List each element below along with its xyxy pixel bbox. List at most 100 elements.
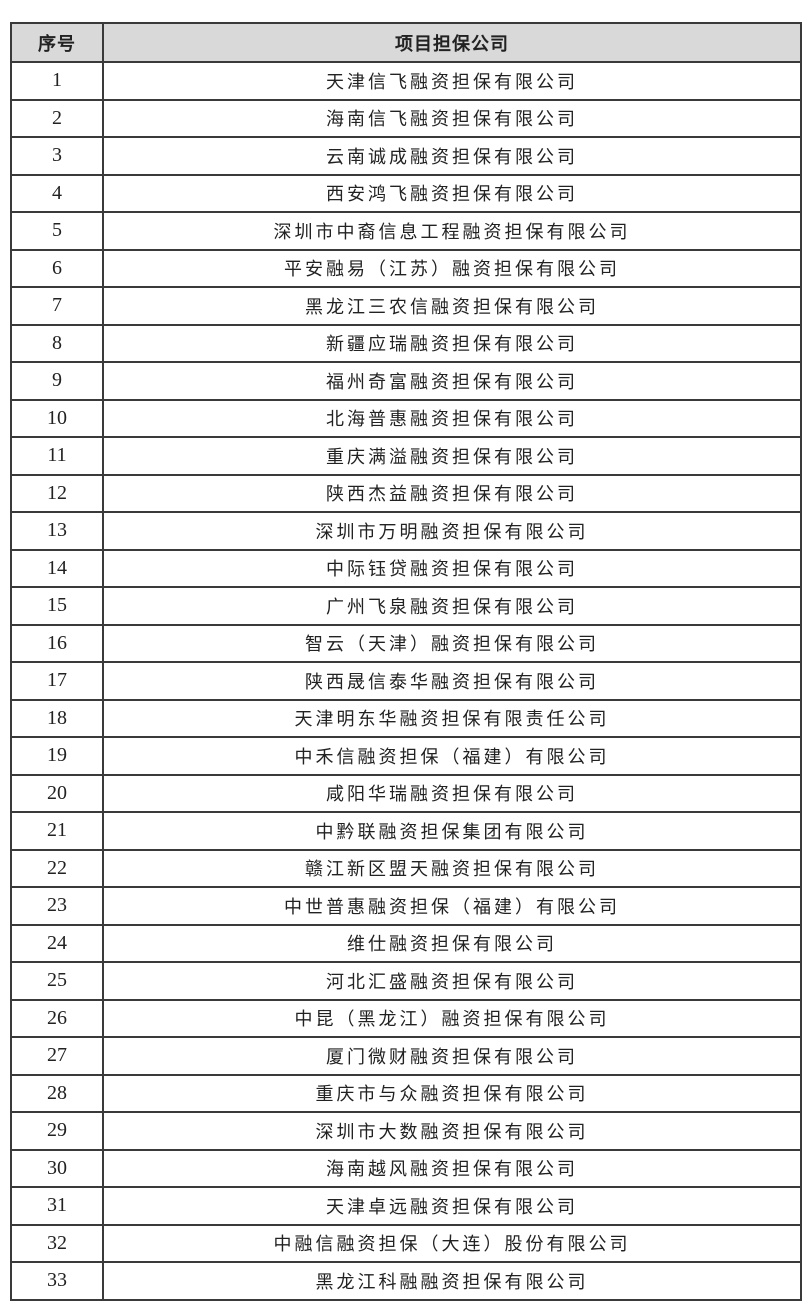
table-row: 15 广州飞泉融资担保有限公司 (10, 586, 802, 626)
row-index: 33 (10, 1261, 104, 1301)
table-row: 31 天津卓远融资担保有限公司 (10, 1186, 802, 1226)
company-name: 中黔联融资担保集团有限公司 (102, 811, 802, 851)
company-name: 北海普惠融资担保有限公司 (102, 398, 802, 438)
company-name: 新疆应瑞融资担保有限公司 (102, 323, 802, 363)
row-index: 16 (10, 623, 104, 663)
table-row: 28 重庆市与众融资担保有限公司 (10, 1073, 802, 1113)
table-row: 6 平安融易（江苏）融资担保有限公司 (10, 248, 802, 288)
row-index: 3 (10, 136, 104, 176)
table-row: 11 重庆满溢融资担保有限公司 (10, 436, 802, 476)
company-name: 深圳市大数融资担保有限公司 (102, 1111, 802, 1151)
row-index: 29 (10, 1111, 104, 1151)
table-row: 21 中黔联融资担保集团有限公司 (10, 811, 802, 851)
company-name: 黑龙江科融融资担保有限公司 (102, 1261, 802, 1301)
table-row: 22 赣江新区盟天融资担保有限公司 (10, 848, 802, 888)
company-name: 平安融易（江苏）融资担保有限公司 (102, 248, 802, 288)
company-name: 中世普惠融资担保（福建）有限公司 (102, 886, 802, 926)
company-name: 中昆（黑龙江）融资担保有限公司 (102, 998, 802, 1038)
company-name: 厦门微财融资担保有限公司 (102, 1036, 802, 1076)
row-index: 19 (10, 736, 104, 776)
row-index: 28 (10, 1073, 104, 1113)
company-name: 云南诚成融资担保有限公司 (102, 136, 802, 176)
company-name: 重庆市与众融资担保有限公司 (102, 1073, 802, 1113)
row-index: 11 (10, 436, 104, 476)
table-row: 27 厦门微财融资担保有限公司 (10, 1036, 802, 1076)
company-name: 中际钰贷融资担保有限公司 (102, 548, 802, 588)
row-index: 15 (10, 586, 104, 626)
company-name: 深圳市中裔信息工程融资担保有限公司 (102, 211, 802, 251)
table-row: 26 中昆（黑龙江）融资担保有限公司 (10, 998, 802, 1038)
header-row: 序号 项目担保公司 (10, 22, 802, 63)
table-row: 5 深圳市中裔信息工程融资担保有限公司 (10, 211, 802, 251)
company-name: 天津明东华融资担保有限责任公司 (102, 698, 802, 738)
company-name: 天津信飞融资担保有限公司 (102, 61, 802, 101)
table-row: 32 中融信融资担保（大连）股份有限公司 (10, 1223, 802, 1263)
table-row: 33 黑龙江科融融资担保有限公司 (10, 1261, 802, 1301)
row-index: 6 (10, 248, 104, 288)
row-index: 26 (10, 998, 104, 1038)
table-row: 13 深圳市万明融资担保有限公司 (10, 511, 802, 551)
company-name: 海南越风融资担保有限公司 (102, 1148, 802, 1188)
row-index: 25 (10, 961, 104, 1001)
row-index: 18 (10, 698, 104, 738)
table-row: 3 云南诚成融资担保有限公司 (10, 136, 802, 176)
row-index: 14 (10, 548, 104, 588)
company-name: 中禾信融资担保（福建）有限公司 (102, 736, 802, 776)
row-index: 10 (10, 398, 104, 438)
table-row: 24 维仕融资担保有限公司 (10, 923, 802, 963)
header-index: 序号 (10, 22, 104, 63)
company-name: 陕西晟信泰华融资担保有限公司 (102, 661, 802, 701)
company-name: 深圳市万明融资担保有限公司 (102, 511, 802, 551)
guarantee-company-table: 序号 项目担保公司 1 天津信飞融资担保有限公司 2 海南信飞融资担保有限公司 3 云南诚… (10, 22, 802, 1301)
table-row: 20 咸阳华瑞融资担保有限公司 (10, 773, 802, 813)
table-body: 1 天津信飞融资担保有限公司 2 海南信飞融资担保有限公司 3 云南诚成融资担保有限公司 4… (10, 61, 802, 1301)
table-row: 30 海南越风融资担保有限公司 (10, 1148, 802, 1188)
table-row: 8 新疆应瑞融资担保有限公司 (10, 323, 802, 363)
table-row: 17 陕西晟信泰华融资担保有限公司 (10, 661, 802, 701)
table-row: 1 天津信飞融资担保有限公司 (10, 61, 802, 101)
table-row: 29 深圳市大数融资担保有限公司 (10, 1111, 802, 1151)
row-index: 31 (10, 1186, 104, 1226)
table-row: 23 中世普惠融资担保（福建）有限公司 (10, 886, 802, 926)
row-index: 30 (10, 1148, 104, 1188)
table-row: 18 天津明东华融资担保有限责任公司 (10, 698, 802, 738)
row-index: 13 (10, 511, 104, 551)
company-name: 黑龙江三农信融资担保有限公司 (102, 286, 802, 326)
table-row: 9 福州奇富融资担保有限公司 (10, 361, 802, 401)
company-name: 河北汇盛融资担保有限公司 (102, 961, 802, 1001)
row-index: 7 (10, 286, 104, 326)
table-row: 19 中禾信融资担保（福建）有限公司 (10, 736, 802, 776)
company-name: 海南信飞融资担保有限公司 (102, 98, 802, 138)
row-index: 1 (10, 61, 104, 101)
row-index: 32 (10, 1223, 104, 1263)
company-name: 维仕融资担保有限公司 (102, 923, 802, 963)
company-name: 福州奇富融资担保有限公司 (102, 361, 802, 401)
row-index: 22 (10, 848, 104, 888)
company-name: 陕西杰益融资担保有限公司 (102, 473, 802, 513)
table-row: 10 北海普惠融资担保有限公司 (10, 398, 802, 438)
company-name: 广州飞泉融资担保有限公司 (102, 586, 802, 626)
company-name: 天津卓远融资担保有限公司 (102, 1186, 802, 1226)
table-row: 7 黑龙江三农信融资担保有限公司 (10, 286, 802, 326)
row-index: 23 (10, 886, 104, 926)
row-index: 2 (10, 98, 104, 138)
table-row: 16 智云（天津）融资担保有限公司 (10, 623, 802, 663)
header-company: 项目担保公司 (102, 22, 802, 63)
company-name: 西安鸿飞融资担保有限公司 (102, 173, 802, 213)
row-index: 21 (10, 811, 104, 851)
table-row: 2 海南信飞融资担保有限公司 (10, 98, 802, 138)
company-name: 智云（天津）融资担保有限公司 (102, 623, 802, 663)
table-row: 25 河北汇盛融资担保有限公司 (10, 961, 802, 1001)
company-name: 中融信融资担保（大连）股份有限公司 (102, 1223, 802, 1263)
table-row: 14 中际钰贷融资担保有限公司 (10, 548, 802, 588)
company-name: 咸阳华瑞融资担保有限公司 (102, 773, 802, 813)
company-name: 赣江新区盟天融资担保有限公司 (102, 848, 802, 888)
row-index: 17 (10, 661, 104, 701)
row-index: 9 (10, 361, 104, 401)
row-index: 24 (10, 923, 104, 963)
company-name: 重庆满溢融资担保有限公司 (102, 436, 802, 476)
row-index: 20 (10, 773, 104, 813)
row-index: 12 (10, 473, 104, 513)
row-index: 8 (10, 323, 104, 363)
row-index: 4 (10, 173, 104, 213)
